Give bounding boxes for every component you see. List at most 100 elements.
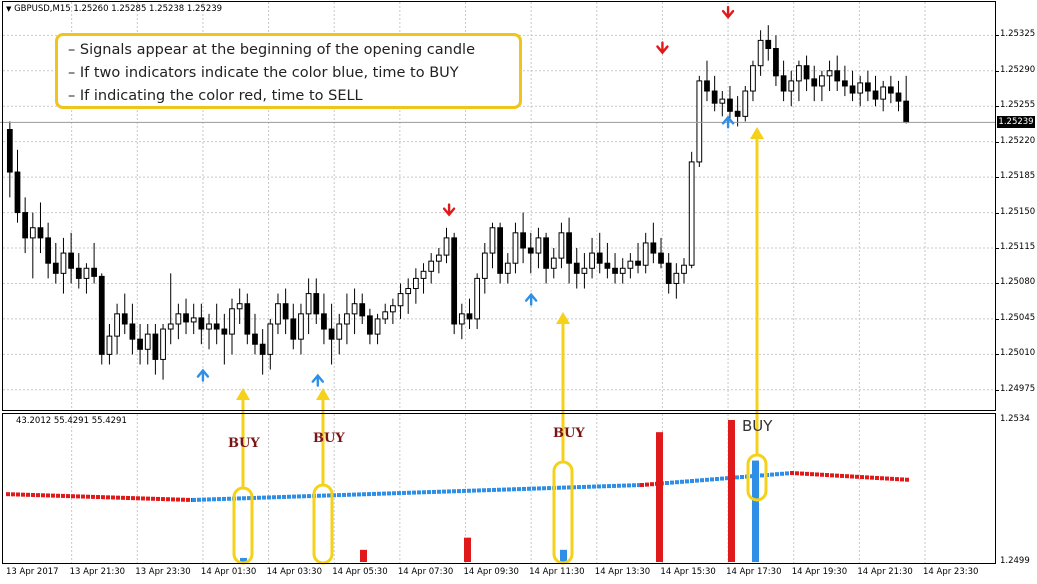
candle-bear: [282, 303, 289, 320]
candle-bull: [60, 252, 67, 274]
price-axis-label: 1.25325: [1000, 29, 1036, 40]
indicator-dot: [487, 488, 491, 493]
candle-bear: [543, 237, 549, 269]
indicator-dot: [181, 497, 185, 502]
indicator-dot: [457, 489, 461, 494]
price-axis-tick: [996, 354, 999, 356]
indicator-dot: [617, 483, 621, 488]
candle-bull: [742, 90, 749, 117]
indicator-dot: [845, 474, 849, 479]
price-pane-border: [2, 1, 996, 411]
indicator-dot: [81, 494, 85, 499]
candle-bull: [550, 257, 557, 269]
current-price-tag: 1.25239: [997, 116, 1035, 129]
candle-bull: [880, 86, 887, 100]
indicator-dot: [517, 487, 521, 492]
indicator-dot: [192, 497, 196, 502]
candle-bear: [6, 129, 13, 173]
indicator-dot: [66, 494, 70, 499]
indicator-dot: [850, 474, 854, 479]
candle-bear: [658, 252, 664, 264]
price-axis-label: 1.25045: [1000, 312, 1036, 323]
indicator-dot: [322, 493, 326, 498]
indicator-series: [6, 420, 909, 562]
candle-bull: [719, 98, 726, 104]
candle-bull: [374, 318, 381, 335]
candle-bull: [397, 293, 404, 307]
candle-bull: [175, 313, 182, 325]
indicator-dot: [452, 489, 456, 494]
buy-label-3: BUY: [553, 426, 585, 441]
indicator-dot: [705, 477, 709, 482]
indicator-dot: [186, 497, 190, 502]
candle-bull: [420, 270, 427, 279]
buy-label-1: BUY: [228, 436, 260, 451]
indicator-dot: [302, 494, 306, 499]
indicator-dot: [96, 495, 100, 500]
candle-bull: [114, 313, 120, 337]
indicator-dot: [735, 475, 739, 480]
candle-bull: [412, 277, 419, 290]
candle-bear: [183, 313, 189, 323]
indicator-dot: [106, 495, 110, 500]
indicator-dot: [101, 495, 105, 500]
indicator-dot: [715, 477, 719, 481]
candle-bear: [665, 262, 672, 284]
candle-bear: [367, 315, 373, 335]
candle-bear: [811, 78, 818, 87]
candle-bear: [466, 313, 473, 320]
candle-bear: [872, 90, 879, 100]
indicator-dot: [292, 494, 296, 499]
indicator-dot: [562, 485, 566, 490]
indicator-dot: [622, 483, 626, 488]
indicator-dot: [725, 476, 729, 481]
indicator-dot: [612, 483, 616, 488]
buy-arrow: [196, 368, 210, 382]
candle-bull: [558, 232, 565, 259]
candle-bull: [443, 237, 450, 256]
indicator-dot: [632, 483, 636, 488]
price-axis-label: 1.25255: [1000, 100, 1036, 111]
candle-bear: [328, 328, 335, 340]
signal-rules-callout: – Signals appear at the beginning of the…: [55, 33, 522, 109]
indicator-dot: [795, 471, 799, 476]
buy-label-4: BUY: [742, 417, 773, 435]
indicator-dot: [695, 478, 699, 483]
candle-bear: [527, 247, 534, 254]
candle-bear: [221, 328, 228, 335]
candle-bear: [359, 303, 366, 317]
indicator-dot: [507, 487, 511, 492]
candle-bear: [566, 232, 572, 264]
candle-bear: [849, 85, 856, 94]
time-axis-label: 14 Apr 15:30: [660, 567, 716, 577]
annotation-highlight: [746, 453, 768, 502]
indicator-dot: [352, 492, 356, 497]
candle-bear: [290, 318, 297, 340]
indicator-dot: [76, 494, 80, 499]
indicator-dot: [287, 494, 291, 499]
indicator-dot: [547, 486, 551, 491]
triangle-down-icon[interactable]: ▼: [6, 5, 12, 13]
indicator-dot: [227, 496, 231, 501]
indicator-dot: [166, 497, 170, 502]
indicator-dot: [597, 484, 601, 489]
indicator-dot: [51, 493, 55, 498]
sell-arrow: [442, 203, 456, 217]
candle-bull: [206, 323, 212, 330]
indicator-dot: [592, 484, 596, 489]
indicator-dot: [11, 492, 15, 497]
signal-arrows: [196, 5, 735, 387]
indicator-dot: [675, 480, 679, 485]
indicator-dot: [815, 472, 819, 477]
indicator-dot: [262, 495, 266, 500]
buy-label-2: BUY: [313, 431, 345, 446]
candle-bull: [405, 288, 412, 295]
candle-bear: [321, 313, 327, 330]
candle-bull: [619, 267, 626, 274]
indicator-dot: [472, 488, 476, 493]
price-axis-label: 1.24975: [1000, 383, 1036, 394]
candle-bull: [236, 303, 243, 310]
indicator-dot: [502, 487, 506, 492]
candlestick-series: [6, 25, 910, 380]
candle-bear: [834, 70, 841, 82]
